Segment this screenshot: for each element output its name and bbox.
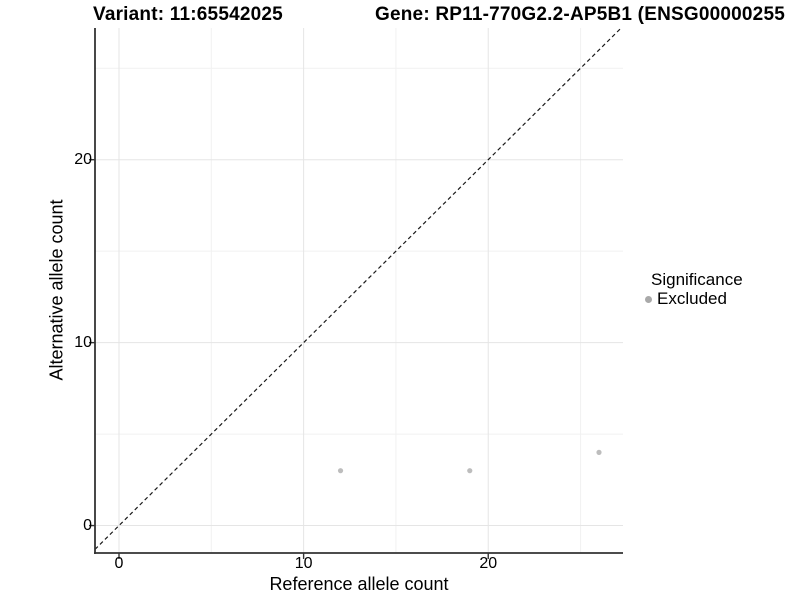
x-axis-title: Reference allele count <box>269 574 449 594</box>
legend-title: Significance <box>651 270 743 289</box>
y-axis-title: Alternative allele count <box>46 199 67 381</box>
legend-item-excluded: Excluded <box>642 290 743 308</box>
data-point <box>337 468 344 474</box>
data-point <box>467 468 473 474</box>
y-tick-label: 0 <box>83 516 92 534</box>
x-tick-label: 10 <box>294 555 313 572</box>
y-tick-label: 10 <box>74 333 92 351</box>
legend-key <box>642 293 654 305</box>
y-tick-label: 20 <box>74 150 92 168</box>
gene-title: Gene: RP11-770G2.2-AP5B1 (ENSG00000255 <box>375 4 785 25</box>
dot-icon <box>644 295 652 303</box>
x-tick-label: 20 <box>479 555 498 572</box>
identity-dashed-line <box>94 27 622 550</box>
legend-item-label: Excluded <box>657 289 727 308</box>
legend: Significance Excluded <box>642 270 743 308</box>
x-tick-label: 0 <box>114 555 124 572</box>
data-point <box>596 449 602 455</box>
variant-title: Variant: 11:65542025 <box>93 4 283 25</box>
